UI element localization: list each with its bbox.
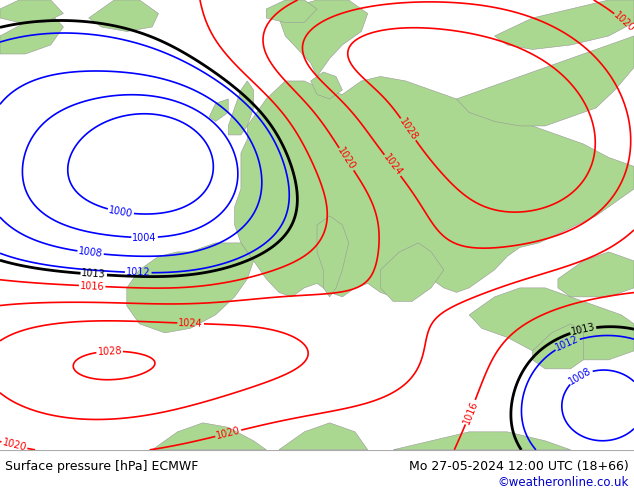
Text: 1008: 1008 xyxy=(567,366,593,387)
Text: 1020: 1020 xyxy=(612,10,634,34)
Polygon shape xyxy=(127,243,254,333)
Text: 1013: 1013 xyxy=(81,269,107,280)
Text: 1012: 1012 xyxy=(126,267,151,278)
Polygon shape xyxy=(558,252,634,297)
Polygon shape xyxy=(533,324,583,369)
Polygon shape xyxy=(89,0,158,31)
Text: 1020: 1020 xyxy=(1,438,27,453)
Polygon shape xyxy=(266,0,317,23)
Text: 1020: 1020 xyxy=(335,146,358,172)
Text: 1024: 1024 xyxy=(381,152,404,178)
Polygon shape xyxy=(380,243,444,301)
Polygon shape xyxy=(0,0,63,23)
Polygon shape xyxy=(228,81,254,135)
Text: 1000: 1000 xyxy=(108,205,134,219)
Polygon shape xyxy=(0,14,63,54)
Text: 1028: 1028 xyxy=(397,117,419,143)
Polygon shape xyxy=(393,432,571,450)
Polygon shape xyxy=(311,72,342,99)
Text: 1008: 1008 xyxy=(78,246,103,259)
Polygon shape xyxy=(235,76,634,297)
Text: 1016: 1016 xyxy=(461,399,479,425)
Polygon shape xyxy=(279,0,368,76)
Polygon shape xyxy=(209,99,228,122)
Text: 1028: 1028 xyxy=(97,346,122,357)
Text: 1013: 1013 xyxy=(570,322,596,337)
Text: 1012: 1012 xyxy=(554,334,581,353)
Text: 1004: 1004 xyxy=(133,232,157,243)
Polygon shape xyxy=(279,423,368,450)
Text: ©weatheronline.co.uk: ©weatheronline.co.uk xyxy=(498,476,629,489)
Polygon shape xyxy=(456,36,634,126)
Text: Mo 27-05-2024 12:00 UTC (18+66): Mo 27-05-2024 12:00 UTC (18+66) xyxy=(410,460,629,473)
Text: 1016: 1016 xyxy=(80,280,105,292)
Text: 1024: 1024 xyxy=(178,318,203,329)
Text: Surface pressure [hPa] ECMWF: Surface pressure [hPa] ECMWF xyxy=(5,460,198,473)
Polygon shape xyxy=(495,0,634,49)
Polygon shape xyxy=(152,423,266,450)
Text: 1020: 1020 xyxy=(215,425,242,441)
Polygon shape xyxy=(469,288,634,360)
Polygon shape xyxy=(317,216,349,297)
